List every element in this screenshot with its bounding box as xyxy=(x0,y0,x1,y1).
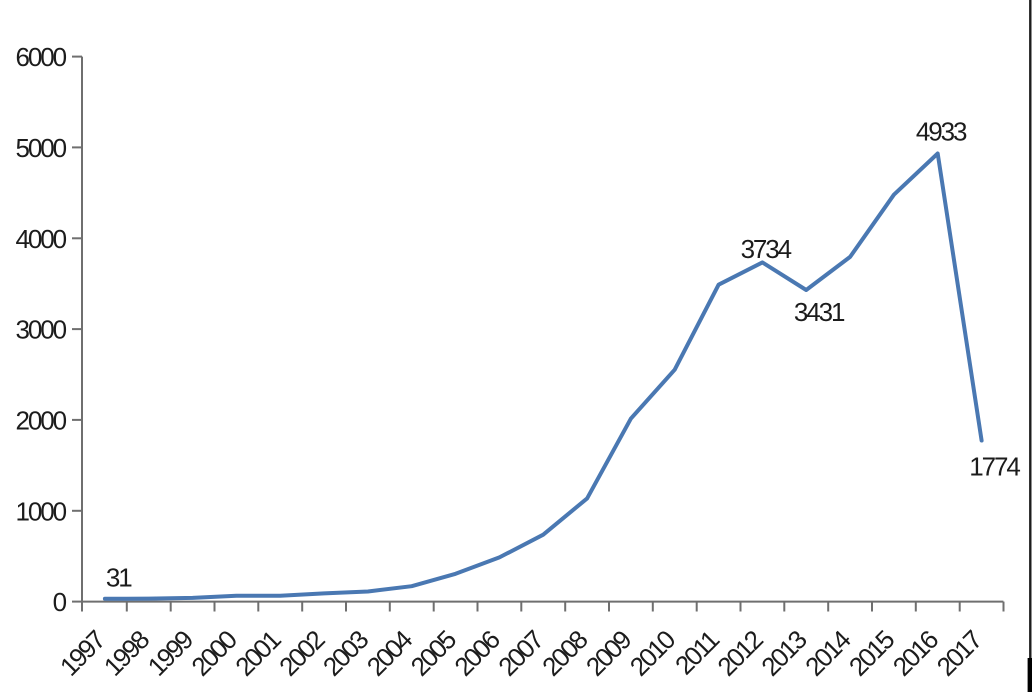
svg-text:1000: 1000 xyxy=(16,496,67,526)
svg-text:1774: 1774 xyxy=(969,452,1020,482)
svg-text:3734: 3734 xyxy=(741,234,792,264)
svg-text:4933: 4933 xyxy=(916,117,967,147)
svg-text:31: 31 xyxy=(106,563,132,593)
svg-text:5000: 5000 xyxy=(16,133,67,163)
svg-text:4000: 4000 xyxy=(16,224,67,254)
svg-text:3431: 3431 xyxy=(794,297,845,327)
svg-text:6000: 6000 xyxy=(16,42,67,72)
svg-text:3000: 3000 xyxy=(16,315,67,345)
svg-text:0: 0 xyxy=(53,587,67,617)
svg-text:2000: 2000 xyxy=(16,405,67,435)
